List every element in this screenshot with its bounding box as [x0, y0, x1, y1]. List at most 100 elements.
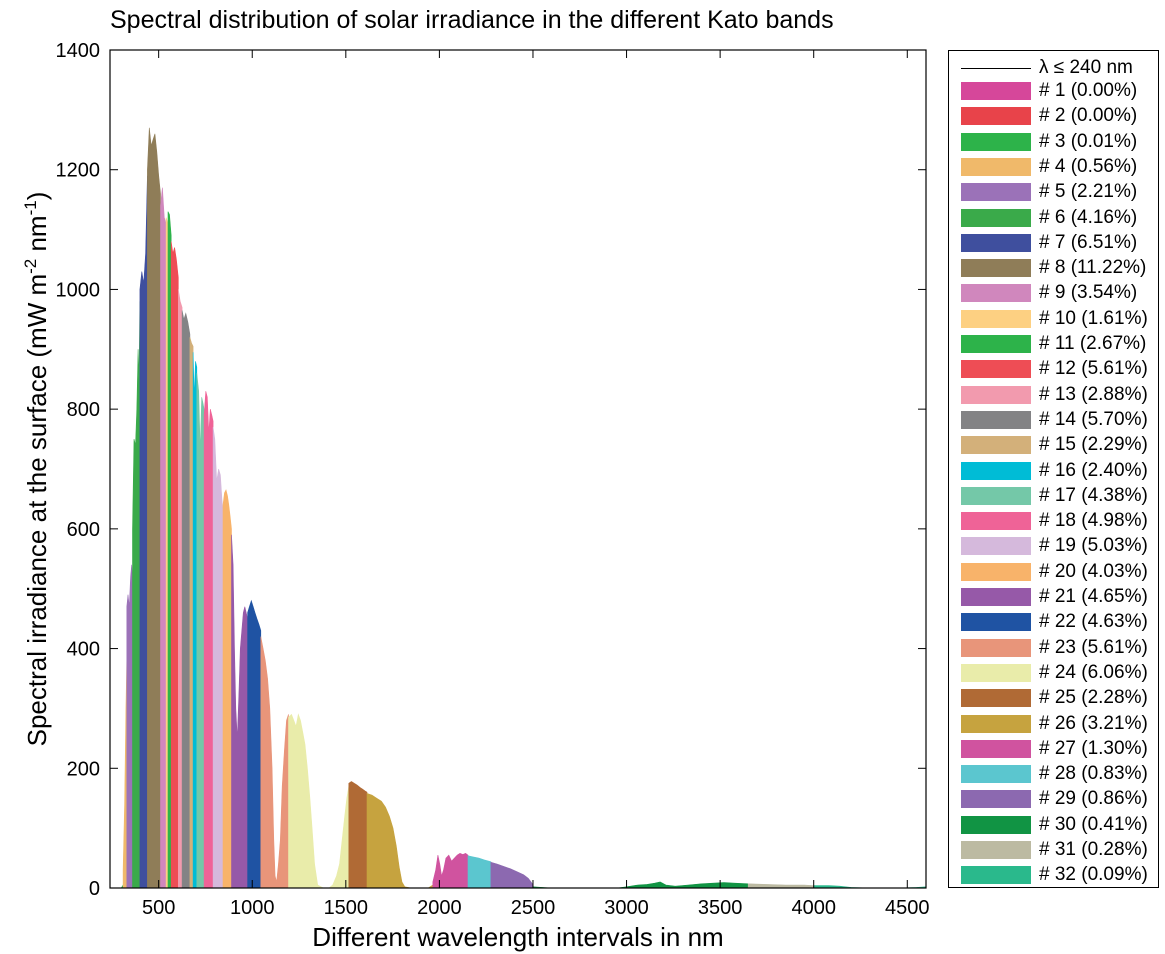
legend-label: # 18 (4.98%): [1039, 510, 1148, 532]
legend-label: # 16 (2.40%): [1039, 459, 1148, 481]
band-area-24: [288, 713, 350, 889]
legend-swatch: [961, 562, 1031, 581]
x-tick-label: 1000: [230, 897, 275, 919]
legend-item: # 13 (2.88%): [961, 384, 1148, 406]
x-tick-label: 3000: [604, 897, 649, 919]
x-tick-label: 4000: [791, 897, 836, 919]
legend-swatch: [961, 82, 1031, 100]
band-area-5: [126, 564, 133, 889]
legend-item: # 14 (5.70%): [961, 409, 1148, 431]
legend-item: # 26 (3.21%): [961, 713, 1148, 735]
band-area-27: [432, 852, 469, 889]
legend-item: # 9 (3.54%): [961, 282, 1137, 304]
legend-label: # 2 (0.00%): [1039, 105, 1138, 127]
legend-item: # 6 (4.16%): [961, 207, 1137, 229]
legend-swatch: [961, 714, 1031, 733]
band-area-16: [192, 352, 198, 889]
band-area-20: [222, 489, 232, 889]
legend-swatch: [961, 309, 1031, 328]
legend-swatch: [961, 107, 1031, 126]
legend-label: # 20 (4.03%): [1039, 560, 1148, 582]
legend-swatch: [961, 790, 1031, 809]
legend-swatch: [961, 436, 1031, 455]
legend-item: # 3 (0.01%): [961, 131, 1137, 153]
band-area-26: [366, 792, 434, 889]
legend-swatch: [961, 613, 1031, 632]
legend-label: # 4 (0.56%): [1039, 155, 1138, 177]
legend-label: # 8 (11.22%): [1039, 257, 1147, 279]
legend-item: # 31 (0.28%): [961, 839, 1148, 861]
legend-item: # 21 (4.65%): [961, 586, 1148, 608]
legend-swatch: [961, 461, 1031, 480]
legend-swatch: [961, 132, 1031, 151]
band-area-13: [178, 289, 183, 889]
y-tick-label: 600: [67, 519, 100, 541]
y-tick-label: 400: [67, 639, 100, 661]
legend-swatch: [961, 335, 1031, 353]
band-area-15: [189, 337, 194, 889]
legend-label: # 14 (5.70%): [1039, 408, 1148, 430]
legend-swatch: [961, 183, 1031, 202]
legend-swatch: [961, 385, 1031, 404]
legend-swatch: [961, 638, 1031, 657]
band-area-30: [532, 881, 749, 889]
legend-item: # 11 (2.67%): [961, 333, 1146, 355]
legend-item: # 8 (11.22%): [961, 257, 1146, 279]
legend-label: # 9 (3.54%): [1039, 282, 1138, 304]
band-area-12: [170, 241, 179, 889]
band-area-29: [490, 861, 534, 889]
x-axis: 500 1000 1500 2000 2500 3000 3500 4000 4500: [142, 50, 930, 919]
legend-item: # 20 (4.03%): [961, 561, 1148, 583]
x-tick-label: 500: [142, 897, 175, 919]
legend-item: # 16 (2.40%): [961, 460, 1148, 482]
x-tick-label: 1500: [324, 897, 369, 919]
y-tick-label: 1000: [56, 279, 101, 301]
legend-item: # 22 (4.63%): [961, 611, 1148, 633]
legend-label: # 5 (2.21%): [1039, 181, 1138, 203]
legend-swatch: [961, 233, 1031, 252]
legend-swatch: [961, 537, 1031, 556]
bands-layer: [110, 127, 927, 889]
legend-label: # 26 (3.21%): [1039, 712, 1148, 734]
band-area-22: [247, 599, 262, 889]
band-area-4: [122, 660, 128, 889]
legend-label: # 21 (4.65%): [1039, 586, 1148, 607]
legend-swatch: [961, 410, 1031, 429]
y-tick-label: 200: [67, 758, 100, 780]
legend-line-swatch: [961, 67, 1031, 69]
band-area-18: [203, 391, 214, 889]
legend-label: # 12 (5.61%): [1039, 358, 1148, 380]
legend-item: # 2 (0.00%): [961, 105, 1137, 127]
legend-swatch: [961, 765, 1031, 784]
legend-label: # 31 (0.28%): [1039, 839, 1148, 860]
legend-label: # 19 (5.03%): [1039, 535, 1148, 557]
legend-swatch: [961, 739, 1031, 758]
band-area-19: [212, 427, 224, 889]
legend-item: # 29 (0.86%): [961, 788, 1148, 810]
legend-label: # 23 (5.61%): [1039, 636, 1148, 658]
legend-label: # 17 (4.38%): [1039, 484, 1148, 506]
legend-label: # 7 (6.51%): [1039, 231, 1138, 253]
legend-item: # 32 (0.09%): [961, 864, 1148, 886]
legend-item: # 19 (5.03%): [961, 535, 1148, 557]
legend-swatch: [961, 866, 1031, 885]
legend-item: # 4 (0.56%): [961, 156, 1137, 178]
legend-swatch: [961, 284, 1031, 303]
legend-swatch: [961, 259, 1031, 278]
legend-label: λ ≤ 240 nm: [1039, 57, 1133, 78]
x-tick-label: 4500: [885, 897, 930, 919]
legend-item: # 1 (0.00%): [961, 80, 1137, 102]
chart-title: Spectral distribution of solar irradianc…: [110, 6, 834, 34]
legend-swatch: [961, 841, 1031, 859]
legend-label: # 1 (0.00%): [1039, 80, 1138, 101]
legend-item: # 23 (5.61%): [961, 637, 1148, 659]
y-axis: 0 200 400 600 800 1000 1200 1400: [56, 40, 926, 900]
legend-swatch: [961, 689, 1031, 708]
legend-item: # 18 (4.98%): [961, 510, 1148, 532]
legend-item-line: λ ≤ 240 nm: [961, 57, 1133, 79]
legend-label: # 24 (6.06%): [1039, 661, 1148, 683]
legend-swatch: [961, 663, 1031, 682]
legend-swatch: [961, 815, 1031, 834]
legend-item: # 24 (6.06%): [961, 662, 1148, 684]
